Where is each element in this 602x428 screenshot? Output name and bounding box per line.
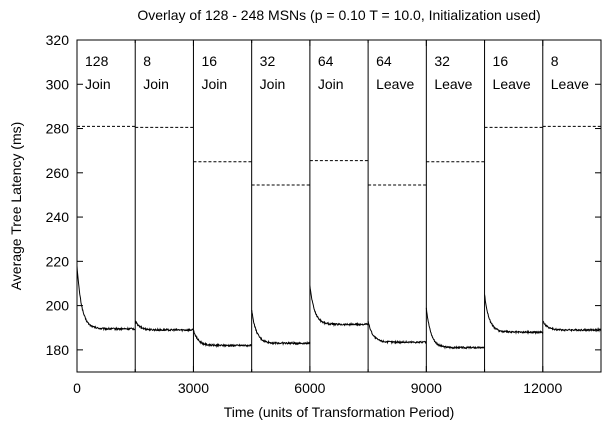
latency-curve xyxy=(425,307,485,350)
latency-curve xyxy=(76,265,136,332)
y-tick-label: 220 xyxy=(46,253,70,269)
y-tick-label: 180 xyxy=(46,342,70,358)
y-tick-label: 240 xyxy=(46,209,70,225)
latency-curve xyxy=(192,329,252,348)
x-tick-label: 12000 xyxy=(523,380,562,396)
latency-curve xyxy=(251,309,311,346)
phase-action-label: Leave xyxy=(376,76,414,92)
plot-area: 180 200 220 240 260 280 300 320 0 3000 6000 9000 120… xyxy=(46,32,602,396)
y-axis-label: Average Tree Latency (ms) xyxy=(8,122,24,291)
y-tick-label: 300 xyxy=(46,76,70,92)
phase-size-label: 32 xyxy=(434,53,450,69)
phase-action-label: Join xyxy=(201,76,227,92)
phase-action-label: Join xyxy=(318,76,344,92)
x-axis-label: Time (units of Transformation Period) xyxy=(224,404,455,420)
phase-action-label: Join xyxy=(143,76,169,92)
phase-size-label: 64 xyxy=(318,53,334,69)
x-tick-label: 0 xyxy=(73,380,81,396)
latency-curve xyxy=(542,320,602,333)
phase-action-label: Join xyxy=(260,76,286,92)
phase-size-label: 8 xyxy=(143,53,151,69)
latency-curve xyxy=(367,321,427,345)
phase-size-label: 128 xyxy=(85,53,109,69)
latency-curve xyxy=(135,320,194,333)
y-tick-label: 320 xyxy=(46,32,70,48)
plot-frame xyxy=(76,39,602,373)
y-tick-label: 280 xyxy=(46,121,70,137)
phase-action-label: Leave xyxy=(551,76,589,92)
x-tick-label: 6000 xyxy=(294,380,325,396)
phase-size-label: 16 xyxy=(201,53,217,69)
phase-size-label: 16 xyxy=(493,53,509,69)
phase-size-label: 8 xyxy=(551,53,559,69)
phase-action-label: Leave xyxy=(434,76,472,92)
y-tick-label: 200 xyxy=(46,298,70,314)
phase-action-label: Join xyxy=(85,76,111,92)
phase-action-label: Leave xyxy=(493,76,531,92)
latency-curve xyxy=(484,294,544,335)
latency-curve xyxy=(309,285,369,328)
phase-size-label: 32 xyxy=(260,53,276,69)
chart-title: Overlay of 128 - 248 MSNs (p = 0.10 T = … xyxy=(137,7,540,23)
y-tick-label: 260 xyxy=(46,165,70,181)
x-tick-label: 9000 xyxy=(411,380,442,396)
x-tick-label: 3000 xyxy=(178,380,209,396)
phase-size-label: 64 xyxy=(376,53,392,69)
